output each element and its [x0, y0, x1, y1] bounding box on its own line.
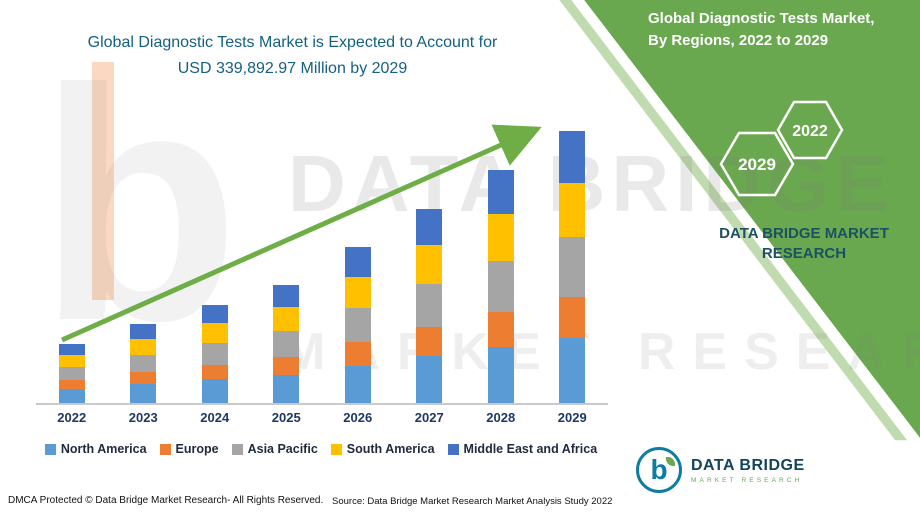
year-hexagons: 2029 2022: [719, 100, 844, 197]
legend-label: Asia Pacific: [247, 442, 318, 456]
x-axis-label-2026: 2026: [343, 410, 373, 425]
brand-caption-line2: RESEARCH: [761, 245, 847, 263]
bar-segment-2024-south-america: [201, 323, 228, 343]
panel-title-line2: By Regions, 2022 to 2029: [648, 31, 829, 49]
x-axis-label-2024: 2024: [200, 410, 230, 425]
bar-segment-2027-north-america: [416, 356, 443, 403]
bar-segment-2022-middle-east-and-africa: [58, 343, 85, 355]
hexagon-2029: [719, 131, 795, 197]
bar-segment-2023-north-america: [130, 384, 157, 403]
bar-segment-2026-europe: [344, 342, 371, 366]
hexagon-2029-label: 2029: [738, 155, 776, 174]
bar-segment-2022-south-america: [58, 354, 85, 367]
chart-title: Global Diagnostic Tests Market is Expect…: [40, 30, 545, 81]
brand-caption: DATA BRIDGE MARKET RESEARCH: [706, 224, 902, 265]
bar-segment-2025-middle-east-and-africa: [273, 284, 300, 308]
legend-item-asia-pacific: Asia Pacific: [231, 442, 318, 456]
bar-segment-2024-middle-east-and-africa: [201, 304, 228, 324]
legend-swatch: [44, 443, 56, 455]
bar-segment-2028-europe: [487, 312, 514, 348]
bar-segment-2027-asia-pacific: [416, 284, 443, 328]
bar-segment-2028-asia-pacific: [487, 261, 514, 313]
legend-label: Middle East and Africa: [463, 442, 598, 456]
bar-segment-2022-europe: [58, 379, 85, 389]
bar-segment-2026-middle-east-and-africa: [344, 247, 371, 277]
bar-segment-2029-middle-east-and-africa: [559, 131, 586, 183]
hexagon-2022: [776, 100, 844, 160]
hexagon-2022-label: 2022: [792, 123, 828, 140]
bar-segment-2029-south-america: [559, 182, 586, 238]
logo-mark-icon: b: [636, 447, 682, 493]
x-axis-label-2029: 2029: [557, 410, 587, 425]
bar-segment-2029-europe: [559, 296, 586, 338]
chart-bar-2022: [58, 343, 85, 403]
legend-swatch: [159, 443, 171, 455]
bar-segment-2024-asia-pacific: [201, 342, 228, 365]
bar-segment-2025-europe: [273, 356, 300, 375]
chart-title-line1: Global Diagnostic Tests Market is Expect…: [87, 34, 498, 51]
bar-segment-2025-asia-pacific: [273, 330, 300, 357]
legend-swatch: [447, 443, 459, 455]
bar-segment-2022-north-america: [58, 388, 85, 403]
bar-segment-2029-north-america: [559, 337, 586, 403]
bar-segment-2023-asia-pacific: [130, 354, 157, 373]
legend-label: North America: [60, 442, 147, 456]
legend-item-south-america: South America: [330, 442, 435, 456]
legend-swatch: [231, 443, 243, 455]
panel-title-line1: Global Diagnostic Tests Market,: [648, 10, 875, 27]
logo-leaf-icon: [666, 457, 675, 466]
chart-x-labels: 2022 2023 2024 2025 2026 2027 2028 2029: [36, 410, 608, 425]
legend-item-middle-east-and-africa: Middle East and Africa: [447, 442, 598, 456]
legend-label: Europe: [175, 442, 219, 456]
brand-caption-line1: DATA BRIDGE MARKET: [719, 225, 889, 242]
bar-segment-2027-south-america: [416, 245, 443, 285]
bar-segment-2023-south-america: [130, 338, 157, 355]
legend-item-europe: Europe: [159, 442, 219, 456]
bar-segment-2026-south-america: [344, 276, 371, 308]
chart-bar-2028: [487, 170, 514, 403]
chart-bars: [36, 118, 608, 403]
x-axis-label-2027: 2027: [414, 410, 444, 425]
chart-bar-2026: [344, 247, 371, 403]
chart-bar-2027: [416, 208, 443, 403]
chart-legend: North America Europe Asia Pacific South Ame…: [28, 442, 614, 456]
chart-title-line2: USD 339,892.97 Million by 2029: [177, 59, 408, 77]
bar-segment-2026-asia-pacific: [344, 307, 371, 343]
chart-bar-2029: [559, 131, 586, 403]
logo-name: DATA BRIDGE: [691, 456, 805, 474]
bar-segment-2028-north-america: [487, 347, 514, 403]
chart-plot-area: [36, 118, 608, 405]
bar-segment-2028-south-america: [487, 214, 514, 262]
legend-swatch: [330, 443, 342, 455]
chart-bar-2024: [201, 304, 228, 403]
bar-segment-2025-south-america: [273, 307, 300, 331]
bar-segment-2023-middle-east-and-africa: [130, 323, 157, 339]
bar-segment-2025-north-america: [273, 374, 300, 403]
logo-subtitle: MARKET RESEARCH: [691, 476, 803, 484]
x-axis-label-2028: 2028: [486, 410, 516, 425]
bar-segment-2026-north-america: [344, 365, 371, 403]
bar-segment-2024-europe: [201, 364, 228, 380]
footer-source-text: Source: Data Bridge Market Research Mark…: [332, 496, 613, 507]
chart-bar-2023: [130, 323, 157, 403]
company-logo: b DATA BRIDGE MARKET RESEARCH: [636, 447, 805, 493]
bar-segment-2024-north-america: [201, 379, 228, 403]
panel-title: Global Diagnostic Tests Market, By Regio…: [648, 8, 910, 52]
bar-segment-2027-middle-east-and-africa: [416, 208, 443, 246]
x-axis-label-2023: 2023: [128, 410, 158, 425]
footer-dmca-text: DMCA Protected © Data Bridge Market Rese…: [8, 495, 324, 506]
bar-segment-2027-europe: [416, 327, 443, 357]
x-axis-label-2025: 2025: [271, 410, 301, 425]
bar-segment-2029-asia-pacific: [559, 237, 586, 297]
chart-bar-2025: [273, 284, 300, 403]
bar-segment-2022-asia-pacific: [58, 366, 85, 380]
legend-item-north-america: North America: [44, 442, 147, 456]
x-axis-label-2022: 2022: [57, 410, 87, 425]
bar-segment-2028-middle-east-and-africa: [487, 170, 514, 215]
bar-segment-2023-europe: [130, 372, 157, 384]
legend-label: South America: [346, 442, 435, 456]
